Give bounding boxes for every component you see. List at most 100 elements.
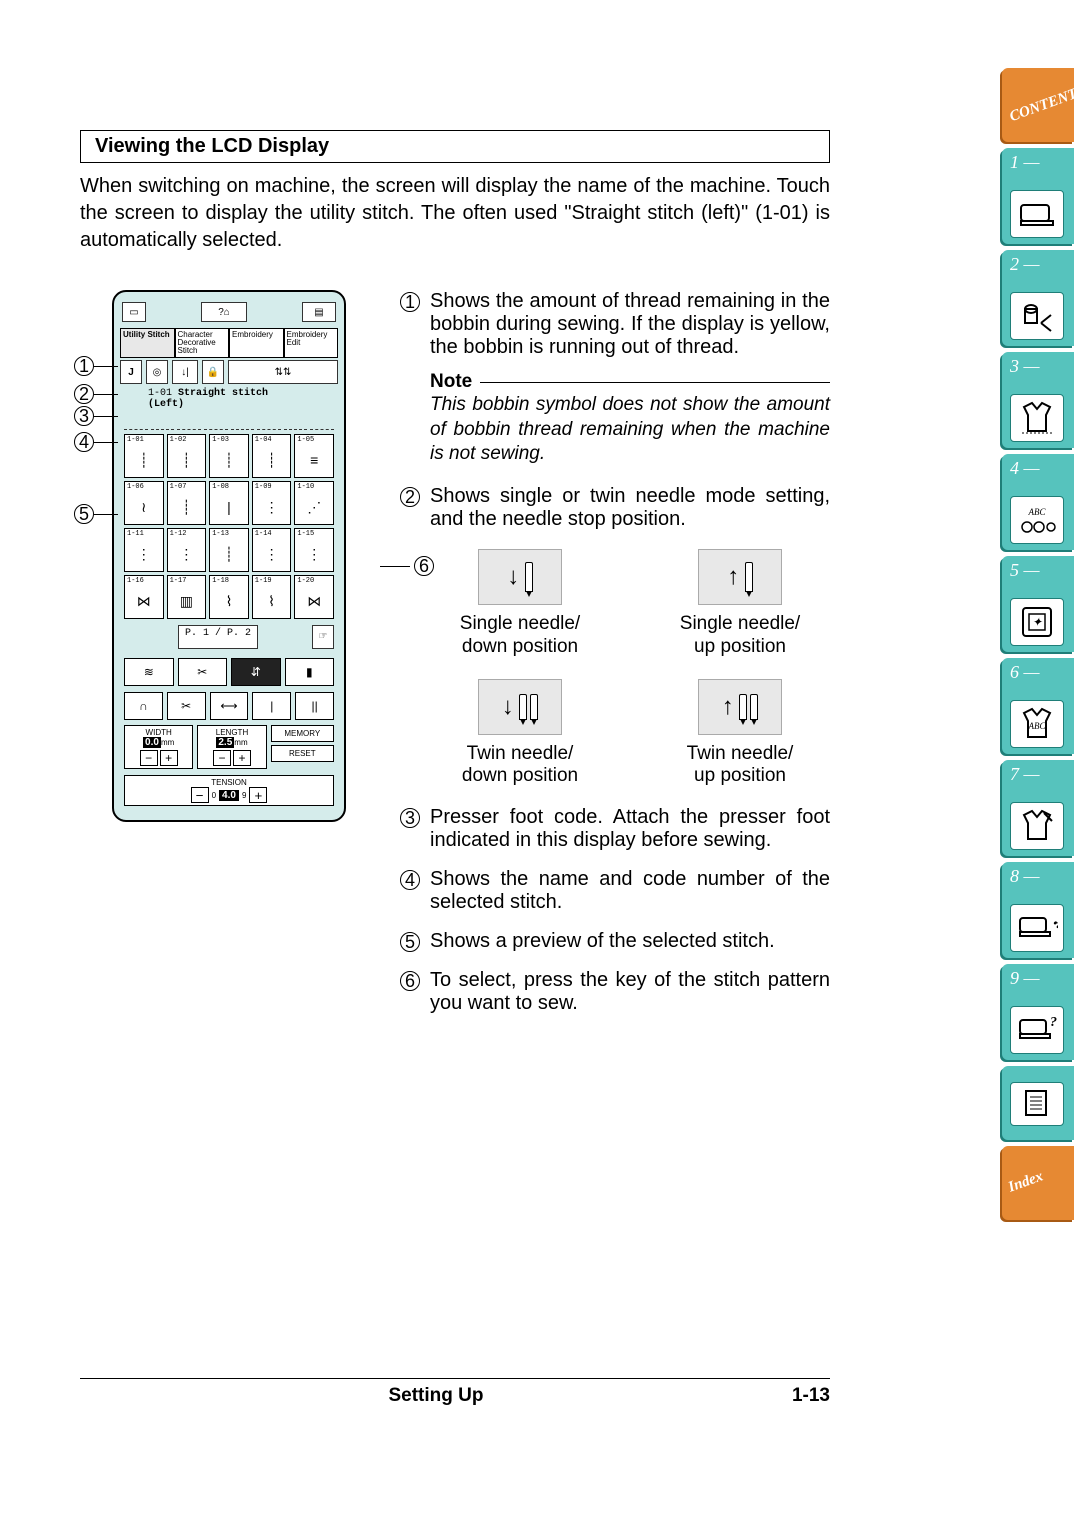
tab-chapter-1[interactable]: 1 —: [1002, 148, 1074, 244]
width-minus-button[interactable]: −: [140, 750, 158, 766]
lead-line: [94, 366, 118, 367]
mode-cell[interactable]: ▮: [285, 658, 335, 686]
lcd-panel: ▭ ?⌂ ▤ Utility Stitch Character Decorati…: [112, 290, 346, 822]
tension-plus-button[interactable]: +: [249, 787, 267, 803]
stitch-glyph: ⌇: [255, 585, 289, 617]
stitch-id: 1-16: [127, 577, 161, 585]
tab-chapter-7[interactable]: 7 —: [1002, 760, 1074, 856]
tab-contents[interactable]: CONTENTS: [1002, 68, 1074, 142]
tension-minus-button[interactable]: −: [191, 787, 209, 803]
stitch-id: 1-09: [255, 483, 289, 491]
width-plus-button[interactable]: +: [160, 750, 178, 766]
stitch-cell[interactable]: 1-17▥: [167, 575, 207, 619]
stitch-cell[interactable]: 1-07┊: [167, 481, 207, 525]
stitch-cell[interactable]: 1-20⋈: [294, 575, 334, 619]
needle-grid: ↓ Single needle/ down position ↑ Single …: [430, 549, 830, 788]
stitch-glyph: ┊: [170, 444, 204, 476]
mode-cell[interactable]: ✂: [167, 692, 206, 720]
stitch-id: 1-06: [127, 483, 161, 491]
item-num-2: 2: [400, 487, 420, 507]
stitch-glyph: ⋈: [127, 585, 161, 617]
stitch-cell[interactable]: 1-04┊: [252, 434, 292, 478]
stitch-cell[interactable]: 1-09⋮: [252, 481, 292, 525]
mode-cell[interactable]: ✂: [178, 658, 228, 686]
tension-control: TENSION − 0 4.0 9 +: [124, 775, 334, 806]
stitch-cell[interactable]: 1-18⌇: [209, 575, 249, 619]
tab-num: 6 —: [1010, 662, 1040, 683]
callout-4: 4: [74, 432, 94, 452]
lead-line: [380, 566, 410, 567]
stitch-cell[interactable]: 1-08|: [209, 481, 249, 525]
lcd-top-icon-row: ▭ ?⌂ ▤: [120, 300, 338, 328]
length-plus-button[interactable]: +: [233, 750, 251, 766]
tab-embroidery[interactable]: Embroidery: [229, 328, 284, 358]
mode-cell[interactable]: ∩: [124, 692, 163, 720]
stitch-cell[interactable]: 1-19⌇: [252, 575, 292, 619]
reset-button[interactable]: RESET: [271, 745, 334, 762]
tab-chapter-2[interactable]: 2 —: [1002, 250, 1074, 346]
lead-line: [94, 514, 118, 515]
stitch-cell[interactable]: 1-03┊: [209, 434, 249, 478]
stitch-cell[interactable]: 1-15⋮: [294, 528, 334, 572]
tab-chapter-8[interactable]: 8 — ✣: [1002, 862, 1074, 958]
stitch-id: 1-03: [212, 436, 246, 444]
tshirt-icon: [1010, 394, 1064, 442]
tab-index-label: Index: [1006, 1168, 1045, 1196]
mode-cell[interactable]: |: [252, 692, 291, 720]
tab-char-deco[interactable]: Character Decorative Stitch: [175, 328, 230, 358]
intro-paragraph: When switching on machine, the screen wi…: [80, 173, 830, 254]
needle-icon: ↑: [698, 549, 782, 605]
tab-chapter-5[interactable]: 5 — ✦: [1002, 556, 1074, 652]
stitch-cell[interactable]: 1-12⋮: [167, 528, 207, 572]
stitch-glyph: ≡: [297, 444, 331, 476]
stitch-id: 1-14: [255, 530, 289, 538]
page-indicator: P. 1 / P. 2: [178, 625, 258, 649]
tab-utility-stitch[interactable]: Utility Stitch: [120, 328, 175, 358]
tab-num: 7 —: [1010, 764, 1040, 785]
mode-cell[interactable]: ≋: [124, 658, 174, 686]
preview-segment: [310, 414, 334, 430]
footer-page-num: 1-13: [792, 1385, 830, 1407]
feed-icon: ⇅⇅: [228, 360, 338, 384]
stitch-cell[interactable]: 1-10⋰: [294, 481, 334, 525]
mode-cell[interactable]: ||: [295, 692, 334, 720]
mode-cell-active[interactable]: ⇵: [231, 658, 281, 686]
tab-chapter-9[interactable]: 9 — ?!: [1002, 964, 1074, 1060]
stitch-cell[interactable]: 1-01┊: [124, 434, 164, 478]
tab-chapter-3[interactable]: 3 —: [1002, 352, 1074, 448]
stitch-cell[interactable]: 1-14⋮: [252, 528, 292, 572]
thread-icon: [1010, 292, 1064, 340]
memory-button[interactable]: MEMORY: [271, 725, 334, 742]
tab-chapter-4[interactable]: 4 — ABC: [1002, 454, 1074, 550]
tab-chapter-6[interactable]: 6 — ABC: [1002, 658, 1074, 754]
tab-embroidery-edit[interactable]: Embroidery Edit: [284, 328, 339, 358]
note-rule: [480, 382, 830, 383]
page-next-button[interactable]: ☞: [312, 625, 334, 649]
width-control: WIDTH 0.0mm −+: [124, 725, 193, 769]
stitch-cell[interactable]: 1-06≀: [124, 481, 164, 525]
tab-num: 3 —: [1010, 356, 1040, 377]
needle-label: Single needle/ up position: [650, 613, 830, 659]
tab-num: 9 —: [1010, 968, 1040, 989]
mode-cell[interactable]: ⟷: [210, 692, 249, 720]
stitch-id: 1-18: [212, 577, 246, 585]
tab-num: 5 —: [1010, 560, 1040, 581]
stitch-glyph: ⋮: [170, 538, 204, 570]
abc-icon: ABC: [1010, 496, 1064, 544]
needle-cell-single-down: ↓ Single needle/ down position: [430, 549, 610, 659]
stitch-glyph: |: [212, 491, 246, 523]
tension-value: 4.0: [219, 790, 239, 801]
needle-icon: ↑: [698, 679, 782, 735]
tab-index[interactable]: Index: [1002, 1146, 1074, 1220]
stitch-cell[interactable]: 1-13┊: [209, 528, 249, 572]
tab-appendix[interactable]: [1002, 1066, 1074, 1140]
footer-section: Setting Up: [388, 1385, 483, 1407]
length-minus-button[interactable]: −: [213, 750, 231, 766]
stitch-cell[interactable]: 1-05≡: [294, 434, 334, 478]
stitch-cell[interactable]: 1-02┊: [167, 434, 207, 478]
stitch-cell[interactable]: 1-11⋮: [124, 528, 164, 572]
tab-num: 2 —: [1010, 254, 1040, 275]
item-num-3: 3: [400, 808, 420, 828]
width-unit: mm: [161, 738, 174, 747]
stitch-cell[interactable]: 1-16⋈: [124, 575, 164, 619]
